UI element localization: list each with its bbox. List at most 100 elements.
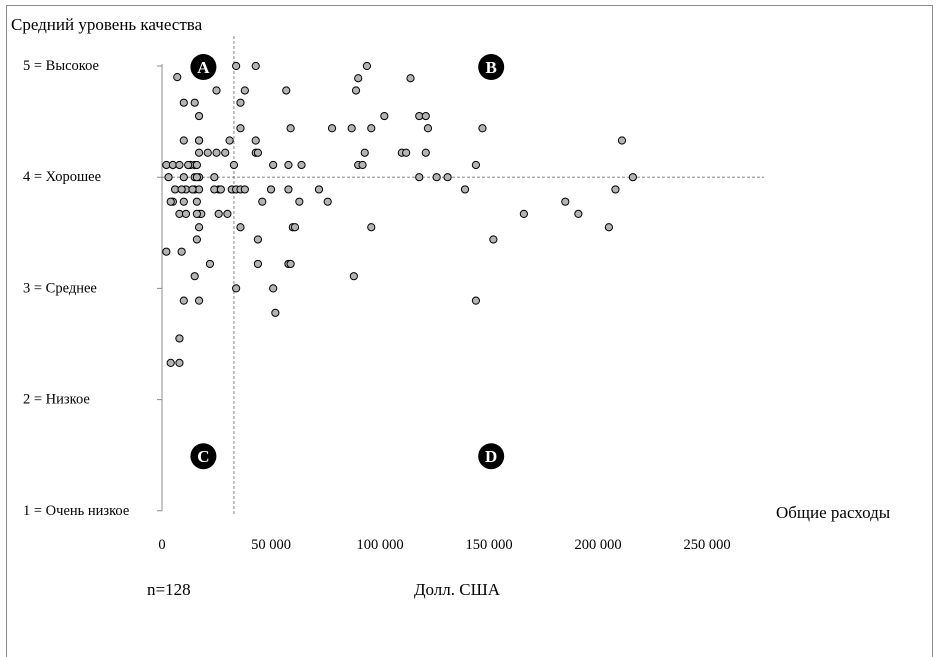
data-point [194,223,204,232]
data-point [617,136,627,145]
data-point [471,160,481,170]
data-point [194,296,204,305]
x-tick-label: 0 [158,537,165,553]
data-point [314,185,324,194]
data-point [561,197,570,206]
data-point [190,272,199,281]
quadrant-badge [190,54,217,80]
data-point [351,86,361,95]
data-point [362,61,372,71]
data-point [212,86,221,95]
data-point [181,209,191,218]
data-point [367,223,376,232]
data-point [214,209,223,218]
data-point [284,160,293,170]
quadrant-badge [478,443,505,470]
y-tick-label: 3 = Среднее [23,280,97,296]
data-point [223,209,232,218]
data-point [423,124,433,133]
data-point [380,111,389,121]
data-point [175,160,184,170]
data-point [251,136,260,145]
data-point [295,197,304,206]
data-point [192,209,201,218]
data-point [166,358,175,368]
data-point [210,173,219,182]
data-point [611,185,620,194]
quadrant-label: C [197,447,209,466]
quadrant-label: B [486,58,497,77]
data-point [269,160,278,170]
quadrant-label: A [197,58,210,77]
x-tick-label: 100 000 [356,537,403,553]
quadrant-label: D [485,447,497,466]
data-point [175,358,184,368]
data-point [177,185,186,194]
data-point [179,197,188,206]
data-point [358,160,367,170]
data-point [173,73,182,82]
data-point [225,136,234,145]
data-point [221,148,230,157]
data-point [188,185,197,194]
data-point [205,259,215,269]
data-point [421,111,430,121]
data-point [489,235,498,244]
data-point [297,160,306,170]
axes-layer: 1 = Очень низкое 2 = Низкое 3 = Среднее 4 =… [23,58,731,553]
data-point [284,185,293,194]
data-point [194,111,204,121]
data-point [406,74,415,83]
data-point [574,209,583,218]
data-point [179,136,188,145]
data-point [478,124,487,133]
data-point [327,124,337,133]
data-point [190,98,199,107]
data-point [421,148,430,157]
data-point [432,173,441,182]
x-unit-label: Долл. США [414,580,501,599]
sample-size-note: n=128 [147,580,191,599]
data-point [443,173,452,182]
points-layer [162,61,637,368]
data-point [192,197,201,206]
data-point [192,173,201,182]
data-point [354,74,363,83]
data-point [286,124,295,133]
data-point [192,160,201,170]
data-point [269,284,278,293]
data-point [184,160,193,170]
data-point [232,61,241,71]
y-tick-label: 2 = Низкое [23,392,90,408]
data-point [251,61,260,71]
data-point [253,259,263,269]
quadrant-labels-layer: A B C D [190,54,505,470]
x-tick-label: 200 000 [574,537,621,553]
x-axis-title: Общие расходы [776,503,891,522]
data-point [266,185,276,194]
data-point [166,197,175,206]
data-point [258,197,267,206]
data-point [471,296,481,305]
data-point [290,223,300,232]
y-tick-label: 1 = Очень низкое [23,503,129,519]
data-point [229,160,239,170]
data-point [349,272,358,281]
data-point [415,173,424,182]
data-point [628,173,637,182]
data-point [232,284,241,293]
x-tick-label: 50 000 [251,537,291,553]
data-point [212,148,221,157]
data-point [177,247,186,256]
data-point [360,148,369,157]
data-point [216,185,225,194]
data-point [236,223,245,232]
data-point [347,124,356,133]
data-point [323,197,332,206]
reference-lines-layer [162,36,764,514]
x-tick-label: 150 000 [465,537,512,553]
data-point [162,247,171,256]
x-tick-label: 250 000 [683,537,730,553]
y-axis-title: Средний уровень качества [11,15,203,34]
data-point [236,124,245,133]
